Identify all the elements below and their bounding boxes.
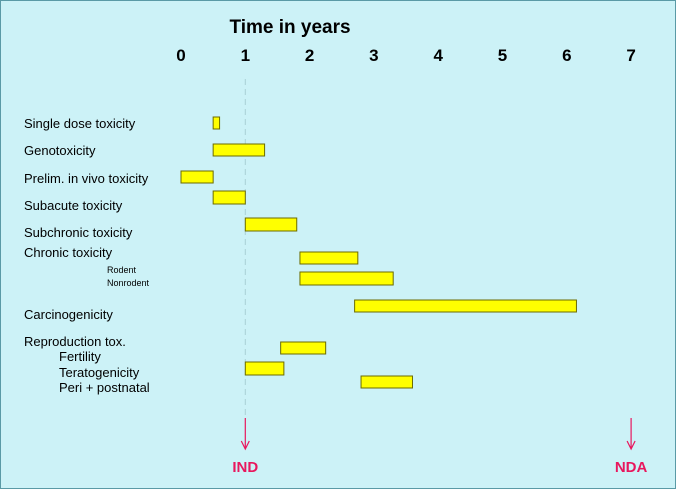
- chart-title: Time in years: [229, 17, 350, 38]
- bar-teratogenicity: [244, 361, 285, 376]
- ind-arrow-icon: [240, 440, 250, 451]
- bar-carcinogenicity: [354, 299, 577, 313]
- bar-fertility: [280, 341, 327, 355]
- bar-nonrodent: [299, 271, 394, 286]
- nda-arrow-icon: [626, 440, 636, 451]
- x-tick-label: 4: [433, 46, 443, 65]
- x-tick-label: 5: [498, 46, 507, 65]
- bar-rodent: [299, 251, 359, 265]
- x-tick-label: 2: [305, 46, 314, 65]
- row-label: Teratogenicity: [59, 365, 140, 380]
- row-label: Carcinogenicity: [24, 307, 113, 322]
- row-label: Subacute toxicity: [24, 198, 123, 213]
- bar-subchronic-toxicity: [244, 217, 298, 232]
- row-label: Peri + postnatal: [59, 380, 150, 395]
- x-tick-label: 1: [241, 46, 250, 65]
- bar-peri-postnatal: [360, 375, 413, 389]
- bar-genotoxicity: [212, 143, 266, 157]
- x-tick-label: 3: [369, 46, 378, 65]
- x-tick-label: 6: [562, 46, 571, 65]
- row-label: Single dose toxicity: [24, 116, 136, 131]
- ind-milestone-label: IND: [232, 459, 258, 476]
- x-tick-label: 7: [626, 46, 635, 65]
- bar-prelim-in-vivo-toxicity: [180, 170, 214, 184]
- row-label: Fertility: [59, 349, 101, 364]
- row-label: Chronic toxicity: [24, 245, 113, 260]
- bar-single-dose-toxicity: [212, 116, 221, 130]
- row-label: Prelim. in vivo toxicity: [24, 171, 149, 186]
- row-label: Rodent: [107, 265, 137, 275]
- x-tick-label: 0: [176, 46, 185, 65]
- row-label: Reproduction tox.: [24, 334, 126, 349]
- row-label: Nonrodent: [107, 278, 150, 288]
- row-label: Subchronic toxicity: [24, 225, 133, 240]
- bar-subacute-toxicity: [212, 190, 246, 205]
- row-label: Genotoxicity: [24, 143, 96, 158]
- nda-milestone-label: NDA: [615, 459, 648, 476]
